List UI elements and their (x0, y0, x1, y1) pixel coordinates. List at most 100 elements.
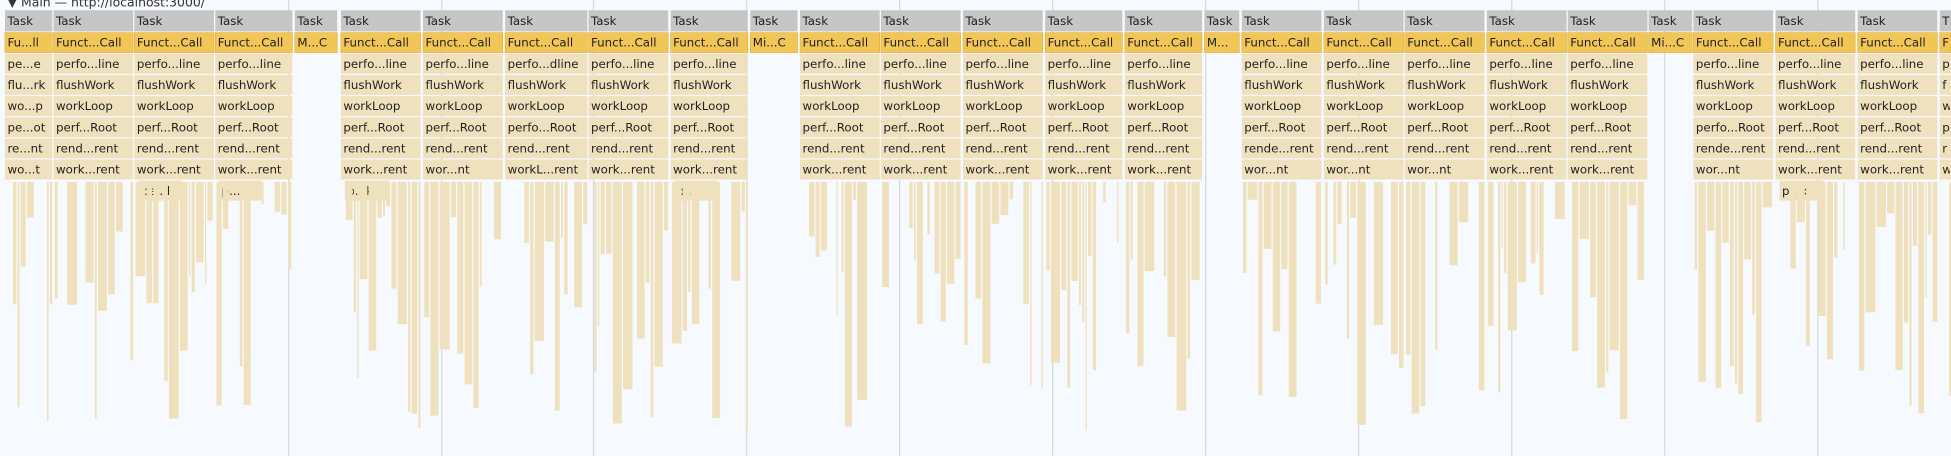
event-bar[interactable] (1486, 117, 1567, 138)
event-bar[interactable] (1404, 53, 1485, 74)
event-bar[interactable] (963, 74, 1043, 95)
event-bar[interactable] (1486, 96, 1567, 117)
event-bar[interactable] (880, 32, 961, 53)
event-bar[interactable] (1775, 138, 1856, 159)
event-bar[interactable] (134, 32, 215, 53)
event-bar[interactable] (214, 32, 293, 53)
event-bar[interactable] (1486, 53, 1567, 74)
event-bar[interactable] (134, 53, 215, 74)
event-bar[interactable] (1939, 96, 1951, 117)
event-bar[interactable] (880, 117, 961, 138)
event-bar[interactable] (1204, 32, 1240, 53)
event-bar[interactable] (505, 74, 588, 95)
event-bar[interactable] (1567, 159, 1648, 180)
event-bar[interactable] (1857, 10, 1938, 32)
event-bar[interactable] (423, 53, 503, 74)
event-bar[interactable] (800, 159, 880, 180)
event-bar[interactable] (294, 32, 338, 53)
event-bar[interactable] (1241, 159, 1322, 180)
event-bar[interactable] (53, 10, 134, 32)
event-bar[interactable] (1775, 10, 1856, 32)
event-bar[interactable] (1044, 32, 1123, 53)
event-bar[interactable] (215, 53, 293, 74)
event-bar[interactable] (670, 10, 748, 32)
event-bar[interactable] (670, 159, 748, 180)
event-bar[interactable] (800, 53, 880, 74)
event-bar[interactable] (1323, 32, 1404, 53)
event-bar[interactable] (1323, 10, 1404, 32)
event-bar[interactable] (1124, 10, 1202, 32)
event-bar[interactable] (962, 32, 1044, 53)
event-bar[interactable] (505, 117, 588, 138)
event-bar[interactable] (1567, 74, 1648, 95)
event-bar[interactable] (423, 74, 503, 95)
event-bar[interactable] (1045, 10, 1123, 32)
event-bar[interactable] (800, 117, 880, 138)
event-bar[interactable] (588, 74, 669, 95)
event-bar[interactable] (800, 96, 880, 117)
event-bar[interactable] (1857, 96, 1938, 117)
event-bar[interactable] (340, 159, 421, 180)
event-bar[interactable] (4, 96, 53, 117)
event-bar[interactable] (588, 96, 669, 117)
event-bar[interactable] (1567, 10, 1648, 32)
event-bar[interactable] (588, 10, 669, 32)
event-bar[interactable] (1323, 96, 1404, 117)
event-bar[interactable] (215, 159, 293, 180)
event-bar[interactable] (1693, 96, 1774, 117)
event-bar[interactable] (1775, 96, 1856, 117)
event-bar[interactable] (134, 117, 215, 138)
event-bar[interactable] (880, 96, 961, 117)
event-bar[interactable] (1486, 32, 1567, 53)
event-bar[interactable] (1124, 159, 1202, 180)
event-bar[interactable] (1567, 117, 1648, 138)
event-bar[interactable] (799, 32, 881, 53)
event-bar[interactable] (670, 74, 748, 95)
event-bar[interactable] (340, 10, 421, 32)
event-bar[interactable] (505, 96, 588, 117)
event-bar[interactable] (1939, 138, 1951, 159)
event-bar[interactable] (1045, 159, 1123, 180)
event-bar[interactable] (1693, 138, 1774, 159)
event-bar[interactable] (423, 10, 503, 32)
event-bar[interactable] (1404, 10, 1485, 32)
event-bar[interactable] (1939, 10, 1951, 32)
event-bar[interactable] (215, 96, 293, 117)
event-bar[interactable] (1124, 74, 1202, 95)
event-bar[interactable] (134, 96, 215, 117)
event-bar[interactable] (215, 10, 293, 32)
event-bar[interactable] (963, 53, 1043, 74)
event-bar[interactable] (588, 32, 669, 53)
event-bar[interactable] (670, 96, 748, 117)
event-bar[interactable] (963, 96, 1043, 117)
event-bar[interactable] (4, 74, 53, 95)
event-bar[interactable] (1775, 74, 1856, 95)
event-bar[interactable] (1124, 53, 1202, 74)
event-bar[interactable] (1939, 159, 1951, 180)
event-bar[interactable] (1939, 74, 1951, 95)
event-bar[interactable] (1775, 159, 1856, 180)
event-bar[interactable] (505, 159, 588, 180)
event-bar[interactable] (1693, 53, 1774, 74)
event-bar[interactable] (1241, 10, 1322, 32)
event-bar[interactable] (1404, 159, 1485, 180)
event-bar[interactable] (1124, 117, 1202, 138)
event-bar[interactable] (423, 138, 503, 159)
event-bar[interactable] (670, 138, 748, 159)
event-bar[interactable] (4, 32, 53, 53)
event-bar[interactable] (1045, 117, 1123, 138)
event-bar[interactable] (1857, 53, 1938, 74)
event-bar[interactable] (4, 138, 53, 159)
event-bar[interactable] (588, 138, 669, 159)
event-bar[interactable] (1567, 32, 1648, 53)
event-bar[interactable] (1124, 96, 1202, 117)
event-bar[interactable] (1486, 159, 1567, 180)
event-bar[interactable] (1241, 138, 1322, 159)
event-bar[interactable] (670, 32, 749, 53)
event-bar[interactable] (294, 10, 338, 32)
event-bar[interactable] (1404, 138, 1485, 159)
event-bar[interactable] (505, 10, 588, 32)
event-bar[interactable] (1939, 117, 1951, 138)
event-bar[interactable] (1045, 53, 1123, 74)
event-bar[interactable] (880, 74, 961, 95)
